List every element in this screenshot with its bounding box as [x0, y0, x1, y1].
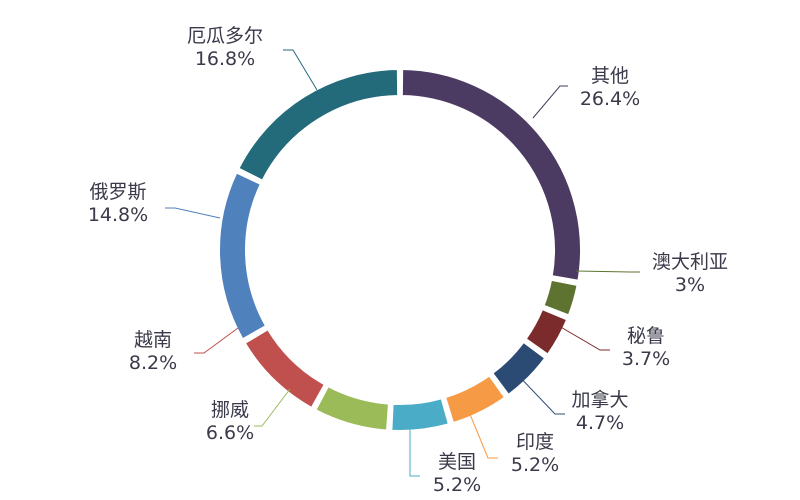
- slice-value-0: 26.4%: [580, 88, 640, 110]
- leader-line-4: [466, 406, 498, 459]
- slice-value-9: 16.8%: [195, 48, 255, 70]
- slice-label-1: 澳大利亚: [652, 251, 728, 273]
- slice-1: [542, 278, 579, 317]
- slice-label-9: 厄瓜多尔: [187, 25, 263, 47]
- slice-value-3: 4.7%: [576, 412, 624, 434]
- leader-line-0: [532, 85, 568, 119]
- slice-6: [314, 384, 391, 432]
- slice-value-8: 14.8%: [88, 204, 148, 226]
- slice-8: [218, 171, 268, 341]
- slice-value-5: 5.2%: [433, 474, 481, 496]
- slice-label-3: 加拿大: [571, 388, 628, 411]
- leader-lines: [165, 49, 640, 477]
- slice-value-1: 3%: [675, 274, 705, 296]
- leader-line-5: [409, 428, 420, 477]
- leader-line-9: [283, 49, 318, 91]
- leader-line-8: [165, 207, 221, 219]
- slice-value-4: 5.2%: [511, 454, 559, 476]
- slice-3: [490, 340, 547, 397]
- leader-line-7: [194, 327, 239, 354]
- leader-line-2: [558, 325, 610, 351]
- leader-line-1: [575, 270, 640, 273]
- slice-label-0: 其他: [591, 65, 629, 87]
- slice-labels: 其他26.4%澳大利亚3%秘鲁3.7%加拿大4.7%印度5.2%美国5.2%挪威…: [88, 25, 728, 496]
- donut-slices: [218, 68, 582, 432]
- slice-0: [400, 68, 582, 282]
- slice-9: [237, 68, 400, 183]
- slice-2: [524, 307, 569, 356]
- slice-value-7: 8.2%: [129, 352, 177, 374]
- slice-7: [243, 327, 327, 410]
- leader-line-3: [514, 371, 565, 415]
- slice-4: [443, 374, 507, 425]
- slice-label-7: 越南: [134, 329, 172, 351]
- slice-label-8: 俄罗斯: [89, 181, 146, 203]
- leader-line-6: [254, 388, 291, 427]
- slice-label-6: 挪威: [211, 399, 249, 421]
- slice-label-5: 美国: [438, 451, 476, 473]
- slice-value-2: 3.7%: [622, 348, 670, 370]
- slice-value-6: 6.6%: [206, 422, 254, 444]
- slice-5: [390, 397, 451, 432]
- slice-label-4: 印度: [516, 431, 554, 453]
- slice-label-2: 秘鲁: [627, 325, 665, 347]
